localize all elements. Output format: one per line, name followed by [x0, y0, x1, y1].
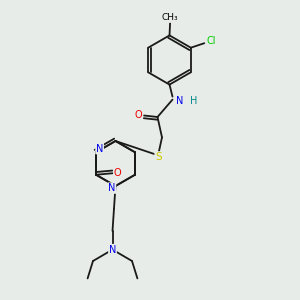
Text: CH₃: CH₃ — [162, 13, 178, 22]
Text: N: N — [176, 96, 184, 106]
Text: H: H — [190, 96, 198, 106]
Text: N: N — [109, 244, 116, 255]
Text: Cl: Cl — [206, 36, 216, 46]
Text: N: N — [108, 183, 116, 193]
Text: O: O — [114, 168, 122, 178]
Text: N: N — [96, 144, 103, 154]
Text: S: S — [155, 152, 162, 162]
Text: O: O — [135, 110, 142, 120]
